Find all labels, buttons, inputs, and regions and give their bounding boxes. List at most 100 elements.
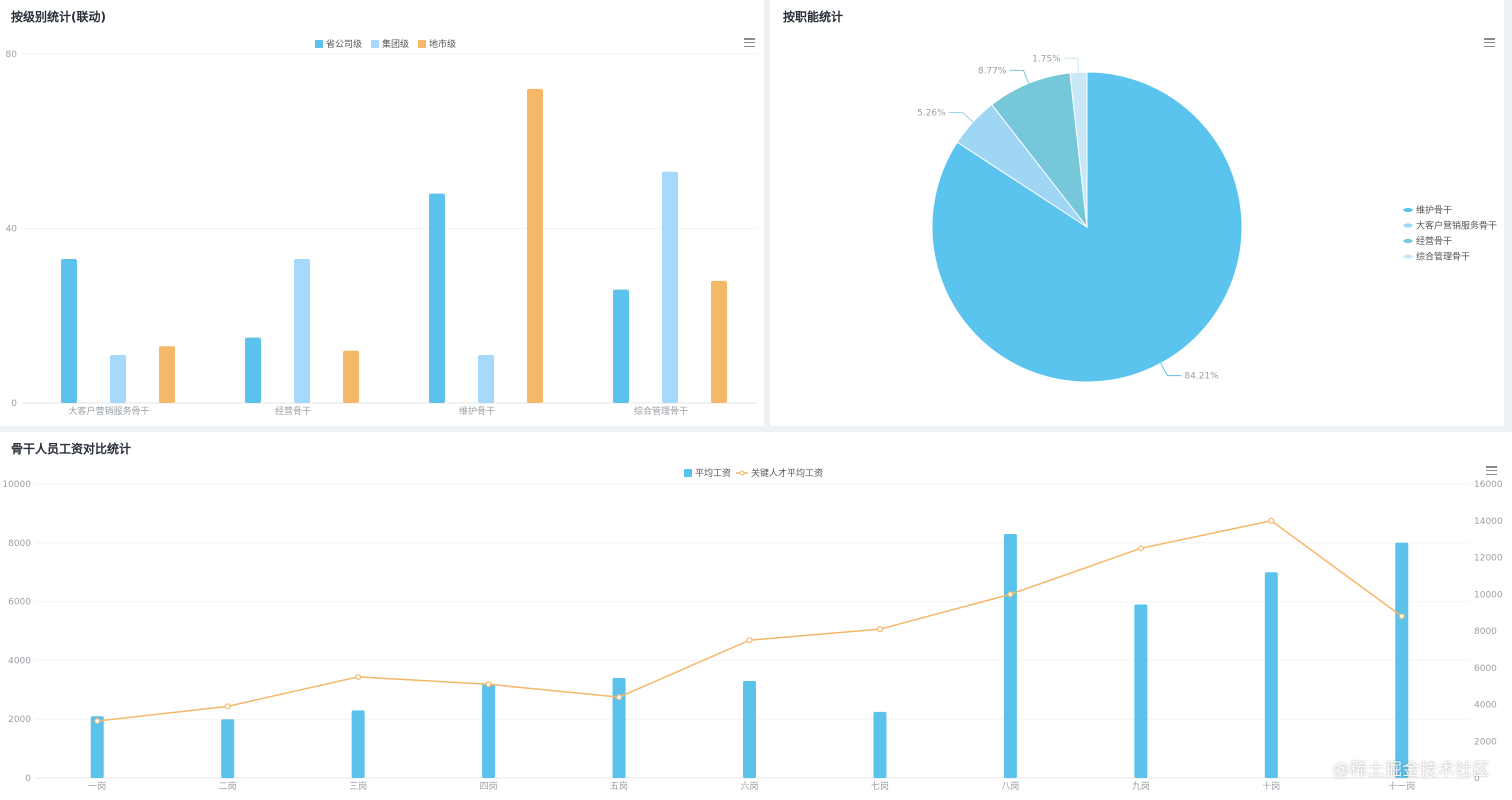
level-bar-1 bbox=[61, 259, 77, 403]
pie-slice-4 bbox=[1069, 71, 1088, 228]
salary-xtick-label: 三岗 bbox=[349, 781, 367, 792]
level-bar-3 bbox=[343, 350, 359, 403]
salary-menu-icon[interactable] bbox=[1486, 466, 1497, 475]
salary-bar bbox=[873, 711, 887, 778]
salary-xtick-label: 七岗 bbox=[871, 781, 889, 792]
function-stats-panel: 按职能统计 84.21% 5.26% 8.77% 1.75% 维护骨干大客户营销服务骨干… bbox=[770, 0, 1504, 426]
salary-bar bbox=[351, 710, 365, 778]
salary-xtick-label: 五岗 bbox=[610, 781, 628, 792]
pie-slice-3 bbox=[991, 72, 1088, 229]
salary-left-tick-label: 2000 bbox=[8, 715, 31, 725]
function-menu-icon[interactable] bbox=[1484, 38, 1495, 47]
level-stats-panel: 按级别统计(联动) 0 40 80 大客户营销服务骨干 经营骨干 维护骨干 综合管理骨干 省公… bbox=[0, 0, 764, 426]
pie-label-line bbox=[1009, 69, 1030, 84]
level-bar-1 bbox=[245, 337, 261, 403]
pie-label-line bbox=[1063, 57, 1079, 73]
level-bar-3 bbox=[159, 346, 175, 403]
level-legend-swatch bbox=[315, 40, 323, 48]
salary-line-point bbox=[616, 694, 623, 701]
salary-bar bbox=[743, 680, 756, 778]
salary-left-tick-label: 10000 bbox=[2, 480, 31, 490]
pie-legend-icon bbox=[1402, 223, 1414, 228]
salary-bar bbox=[1134, 604, 1148, 778]
salary-combo-chart: 0 2000 4000 6000 8000 10000 0 2000 4000 6000 8000 1… bbox=[2, 467, 1503, 792]
pie-label: 1.75% bbox=[1032, 54, 1061, 64]
level-ytick-label: 80 bbox=[6, 50, 18, 60]
salary-line-point bbox=[1268, 517, 1275, 524]
level-bar-3 bbox=[711, 280, 727, 403]
pie-label: 84.21% bbox=[1184, 372, 1219, 382]
salary-right-tick-label: 0 bbox=[1474, 774, 1480, 784]
salary-xtick-label: 二岗 bbox=[219, 781, 237, 792]
level-bar-2 bbox=[110, 355, 126, 403]
salary-line-point bbox=[1137, 545, 1144, 552]
salary-panel-title: 骨干人员工资对比统计 bbox=[11, 442, 132, 456]
salary-left-tick-label: 8000 bbox=[8, 539, 31, 549]
level-menu-icon[interactable] bbox=[744, 38, 755, 47]
salary-legend-label: 平均工资 bbox=[695, 467, 731, 479]
salary-legend-swatch bbox=[684, 469, 692, 477]
salary-left-tick-label: 0 bbox=[25, 774, 31, 784]
pie-legend-icon bbox=[1402, 207, 1414, 213]
pie-slice-1 bbox=[931, 71, 1243, 383]
level-xtick-label: 大客户营销服务骨干 bbox=[68, 405, 149, 417]
level-legend-label: 地市级 bbox=[429, 38, 456, 50]
salary-bar bbox=[1264, 572, 1278, 778]
salary-xtick-label: 八岗 bbox=[1001, 781, 1019, 792]
salary-right-tick-label: 14000 bbox=[1474, 517, 1503, 527]
salary-bar bbox=[221, 719, 235, 778]
function-panel-title: 按职能统计 bbox=[783, 10, 844, 24]
salary-line-point bbox=[1007, 591, 1014, 598]
pie-label: 8.77% bbox=[978, 66, 1007, 76]
salary-right-tick-label: 16000 bbox=[1474, 480, 1503, 490]
salary-bar bbox=[612, 678, 626, 778]
level-bar-1 bbox=[613, 289, 629, 403]
salary-right-tick-label: 10000 bbox=[1474, 590, 1503, 600]
salary-bar bbox=[1003, 533, 1017, 778]
level-ytick-label: 0 bbox=[11, 399, 17, 409]
pie-legend-label: 经营骨干 bbox=[1416, 235, 1452, 247]
salary-line-point bbox=[485, 681, 492, 688]
level-xtick-label: 综合管理骨干 bbox=[634, 405, 688, 417]
pie-legend-label: 大客户营销服务骨干 bbox=[1416, 220, 1497, 232]
pie-legend-icon bbox=[1402, 254, 1414, 259]
salary-line-point bbox=[1398, 613, 1405, 620]
salary-right-tick-label: 8000 bbox=[1474, 627, 1497, 637]
salary-xtick-label: 一岗 bbox=[88, 781, 106, 792]
salary-bar bbox=[1395, 542, 1409, 778]
salary-xtick-label: 九岗 bbox=[1132, 781, 1150, 792]
level-panel-title: 按级别统计(联动) bbox=[11, 10, 106, 24]
salary-xtick-label: 十一岗 bbox=[1388, 780, 1415, 792]
level-legend-swatch bbox=[371, 40, 379, 48]
salary-line-point bbox=[94, 718, 101, 725]
level-bar-2 bbox=[662, 171, 678, 403]
level-legend-swatch bbox=[418, 40, 426, 48]
level-legend-label: 集团级 bbox=[382, 38, 409, 50]
salary-xtick-label: 六岗 bbox=[740, 780, 758, 792]
salary-bar bbox=[482, 683, 496, 778]
salary-line-point bbox=[355, 673, 362, 680]
salary-right-tick-label: 12000 bbox=[1474, 554, 1503, 564]
pie-label-line bbox=[1160, 363, 1182, 377]
watermark: @稀土掘金技术社区 bbox=[1332, 760, 1490, 780]
salary-xtick-label: 四岗 bbox=[480, 781, 498, 792]
function-pie-chart: 84.21% 5.26% 8.77% 1.75% 维护骨干大客户营销服务骨干经营骨干综合… bbox=[917, 54, 1497, 383]
salary-compare-panel: 骨干人员工资对比统计 0 2000 4000 6000 8000 10000 0 2000 40… bbox=[0, 432, 1512, 800]
salary-right-tick-label: 6000 bbox=[1474, 664, 1497, 674]
pie-legend-label: 综合管理骨干 bbox=[1416, 251, 1470, 263]
salary-legend-label: 关键人才平均工资 bbox=[751, 467, 823, 479]
level-bar-2 bbox=[294, 259, 310, 403]
pie-label: 5.26% bbox=[917, 108, 946, 118]
salary-right-tick-label: 4000 bbox=[1474, 701, 1497, 711]
level-bar-2 bbox=[478, 355, 494, 403]
salary-line-point bbox=[746, 637, 753, 644]
pie-label-line bbox=[948, 111, 974, 123]
pie-legend-label: 维护骨干 bbox=[1416, 204, 1452, 216]
level-bar-3 bbox=[527, 88, 543, 404]
salary-xtick-label: 十岗 bbox=[1262, 780, 1280, 792]
level-xtick-label: 经营骨干 bbox=[275, 405, 311, 417]
salary-left-tick-label: 4000 bbox=[8, 656, 31, 666]
level-xtick-label: 维护骨干 bbox=[459, 405, 495, 417]
salary-right-tick-label: 2000 bbox=[1474, 737, 1497, 747]
level-legend-label: 省公司级 bbox=[326, 38, 362, 50]
